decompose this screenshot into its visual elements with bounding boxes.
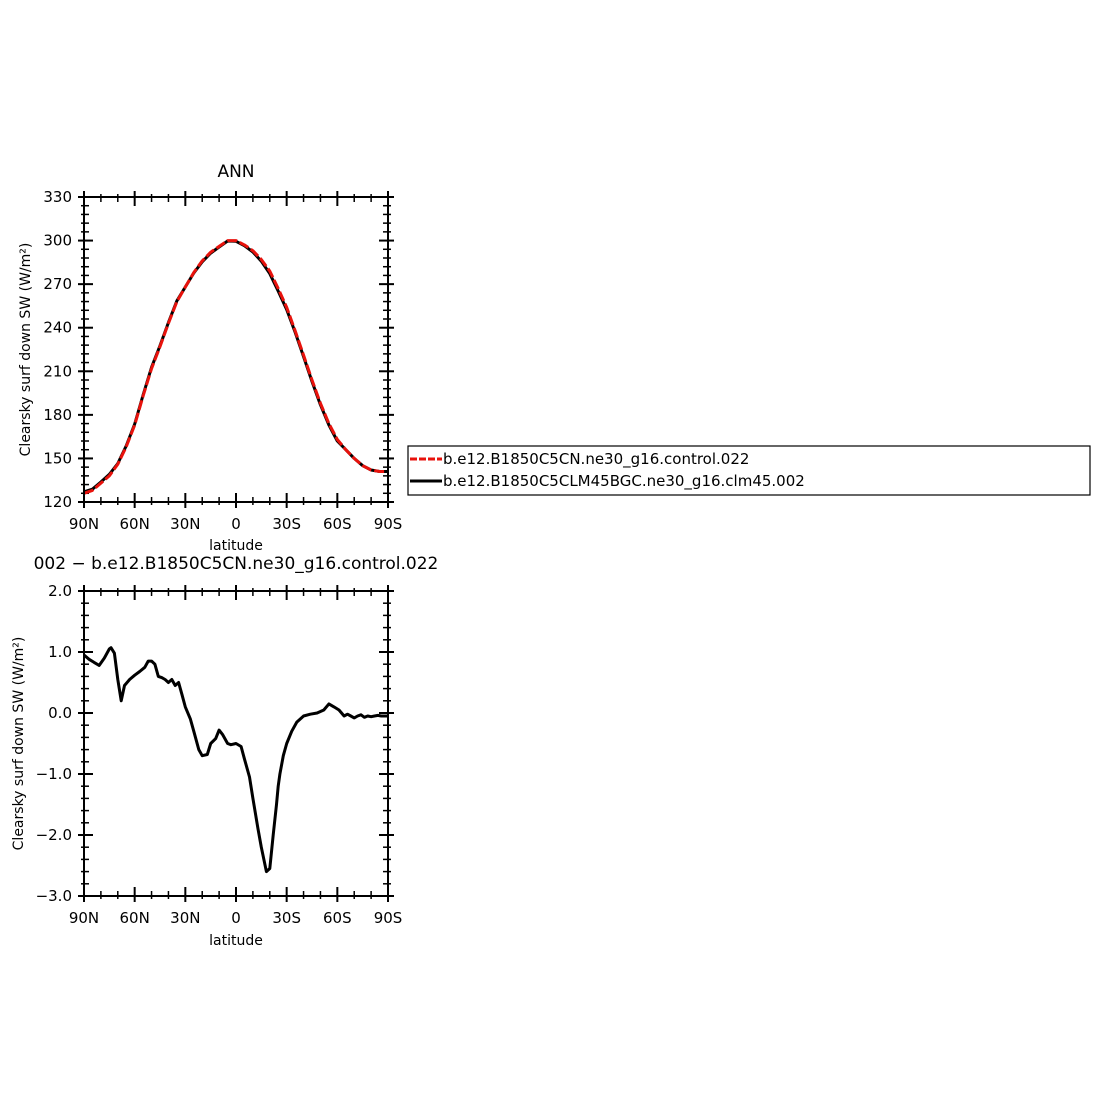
x-tick-label: 60S (323, 909, 352, 927)
y-tick-label: 150 (43, 449, 72, 467)
y-tick-label: −2.0 (36, 826, 72, 844)
bottom-panel-frame (83, 590, 389, 897)
x-tick-label: 60N (120, 909, 150, 927)
top-panel: ANN latitude Clearsky surf down SW (W/m²… (18, 162, 402, 554)
y-tick-label: 240 (43, 319, 72, 337)
y-tick-label: 180 (43, 406, 72, 424)
top-panel-x-axis-label: latitude (209, 538, 263, 554)
x-tick-label: 30N (170, 909, 200, 927)
top-panel-title: ANN (217, 162, 254, 182)
x-tick-label: 60S (323, 515, 352, 533)
y-tick-label: −3.0 (36, 887, 72, 905)
x-tick-label: 30S (272, 515, 301, 533)
bottom-panel-series (83, 646, 388, 874)
y-tick-label: −1.0 (36, 765, 72, 783)
x-tick-label: 90N (69, 909, 99, 927)
bottom-panel-title: 002 − b.e12.B1850C5CN.ne30_g16.control.0… (34, 554, 439, 574)
x-tick-label: 90N (69, 515, 99, 533)
x-tick-label: 60N (120, 515, 150, 533)
y-tick-label: 210 (43, 362, 72, 380)
y-tick-label: 120 (43, 493, 72, 511)
y-tick-label: 2.0 (48, 582, 72, 600)
y-tick-label: 270 (43, 275, 72, 293)
top-panel-series (83, 239, 388, 495)
x-tick-label: 30S (272, 909, 301, 927)
top-panel-y-axis-label: Clearsky surf down SW (W/m²) (18, 243, 34, 457)
x-tick-label: 90S (374, 909, 403, 927)
series-line-difference (83, 646, 388, 874)
y-tick-label: 330 (43, 188, 72, 206)
y-tick-label: 0.0 (48, 704, 72, 722)
series-line-b-e12-b1850c5cn-ne30-g16-control-022 (83, 239, 388, 495)
x-tick-label: 90S (374, 515, 403, 533)
x-tick-label: 30N (170, 515, 200, 533)
x-tick-label: 0 (231, 515, 241, 533)
y-tick-label: 1.0 (48, 643, 72, 661)
top-panel-frame (83, 196, 389, 503)
bottom-panel: 002 − b.e12.B1850C5CN.ne30_g16.control.0… (11, 554, 438, 949)
legend-label-clm45: b.e12.B1850C5CLM45BGC.ne30_g16.clm45.002 (443, 472, 805, 491)
legend-label-control: b.e12.B1850C5CN.ne30_g16.control.022 (443, 450, 749, 469)
bottom-panel-x-axis-label: latitude (209, 933, 263, 949)
legend: b.e12.B1850C5CN.ne30_g16.control.022 b.e… (407, 445, 1091, 496)
bottom-panel-y-axis-label: Clearsky surf down SW (W/m²) (11, 637, 27, 851)
y-tick-label: 300 (43, 232, 72, 250)
legend-box (407, 445, 1091, 496)
x-tick-label: 0 (231, 909, 241, 927)
